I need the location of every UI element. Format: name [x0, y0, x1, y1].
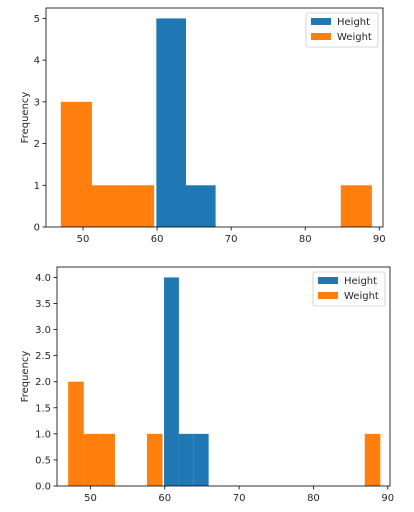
- y-tick-label: 2.5: [35, 351, 51, 362]
- x-tick-label: 60: [151, 234, 164, 245]
- x-tick-label: 60: [158, 493, 171, 504]
- series-weight: [68, 381, 381, 486]
- legend-swatch-height: [318, 277, 338, 284]
- bar-height-1: [156, 18, 186, 228]
- series-weight: [60, 101, 372, 227]
- plot-frame: [56, 266, 391, 487]
- chart-2: 50 60 70 80 90 0.0 0.5 1.0 1.5 2.0 2.5 3.0 3.5 4.0 Fre…: [20, 266, 394, 504]
- y-tick-label: 2: [34, 139, 40, 150]
- bar-weight-2: [91, 185, 124, 227]
- legend-label-weight: Weight: [344, 291, 379, 302]
- legend-label-height: Height: [344, 276, 377, 287]
- legend-swatch-weight: [318, 292, 338, 299]
- legend: Height Weight: [312, 271, 386, 307]
- y-axis-label: Frequency: [20, 92, 31, 144]
- y-tick-label: 0.5: [35, 455, 51, 466]
- y-tick-label: 4: [34, 56, 40, 67]
- bar-weight-1: [60, 101, 92, 227]
- bar-height-3: [193, 433, 209, 486]
- series-height: [164, 277, 209, 486]
- bar-weight-5: [364, 433, 381, 486]
- x-tick-label: 90: [381, 493, 394, 504]
- y-tick-label: 4.0: [35, 273, 51, 284]
- y-axis-label: Frequency: [20, 351, 31, 403]
- y-tick-label: 1.5: [35, 403, 51, 414]
- series-height: [156, 18, 216, 228]
- bar-weight-4: [146, 433, 163, 486]
- legend-swatch-weight: [311, 33, 331, 40]
- bar-weight-4: [340, 185, 372, 227]
- bar-height-2: [185, 185, 216, 227]
- y-tick-label: 5: [34, 14, 40, 25]
- y-tick-label: 3.0: [35, 325, 51, 336]
- legend: Height Weight: [305, 12, 379, 48]
- legend-swatch-height: [311, 18, 331, 25]
- x-tick-label: 50: [77, 234, 90, 245]
- x-tick-label: 80: [307, 493, 320, 504]
- bar-weight-2: [83, 433, 100, 486]
- y-tick-label: 3.5: [35, 299, 51, 310]
- y-tick-label: 3: [34, 97, 40, 108]
- bar-height-2: [178, 433, 194, 486]
- y-tick-label: 0: [34, 223, 40, 234]
- legend-label-height: Height: [337, 17, 370, 28]
- plot-frame: [45, 7, 384, 228]
- bar-weight-3: [123, 185, 155, 227]
- bar-height-1: [164, 277, 179, 486]
- chart-1: 50 60 70 80 90 0 1 2 3 4 5 Frequency Height Weight: [20, 7, 386, 245]
- y-tick-label: 1: [34, 181, 40, 192]
- y-tick-label: 2.0: [35, 377, 51, 388]
- bar-weight-3: [99, 433, 115, 486]
- y-tick-label: 1.0: [35, 429, 51, 440]
- x-tick-label: 90: [373, 234, 386, 245]
- x-tick-label: 50: [84, 493, 97, 504]
- legend-label-weight: Weight: [337, 32, 372, 43]
- x-tick-label: 80: [299, 234, 312, 245]
- y-tick-label: 0.0: [35, 482, 51, 493]
- x-tick-label: 70: [233, 493, 246, 504]
- bar-weight-1: [68, 381, 84, 486]
- x-tick-label: 70: [225, 234, 238, 245]
